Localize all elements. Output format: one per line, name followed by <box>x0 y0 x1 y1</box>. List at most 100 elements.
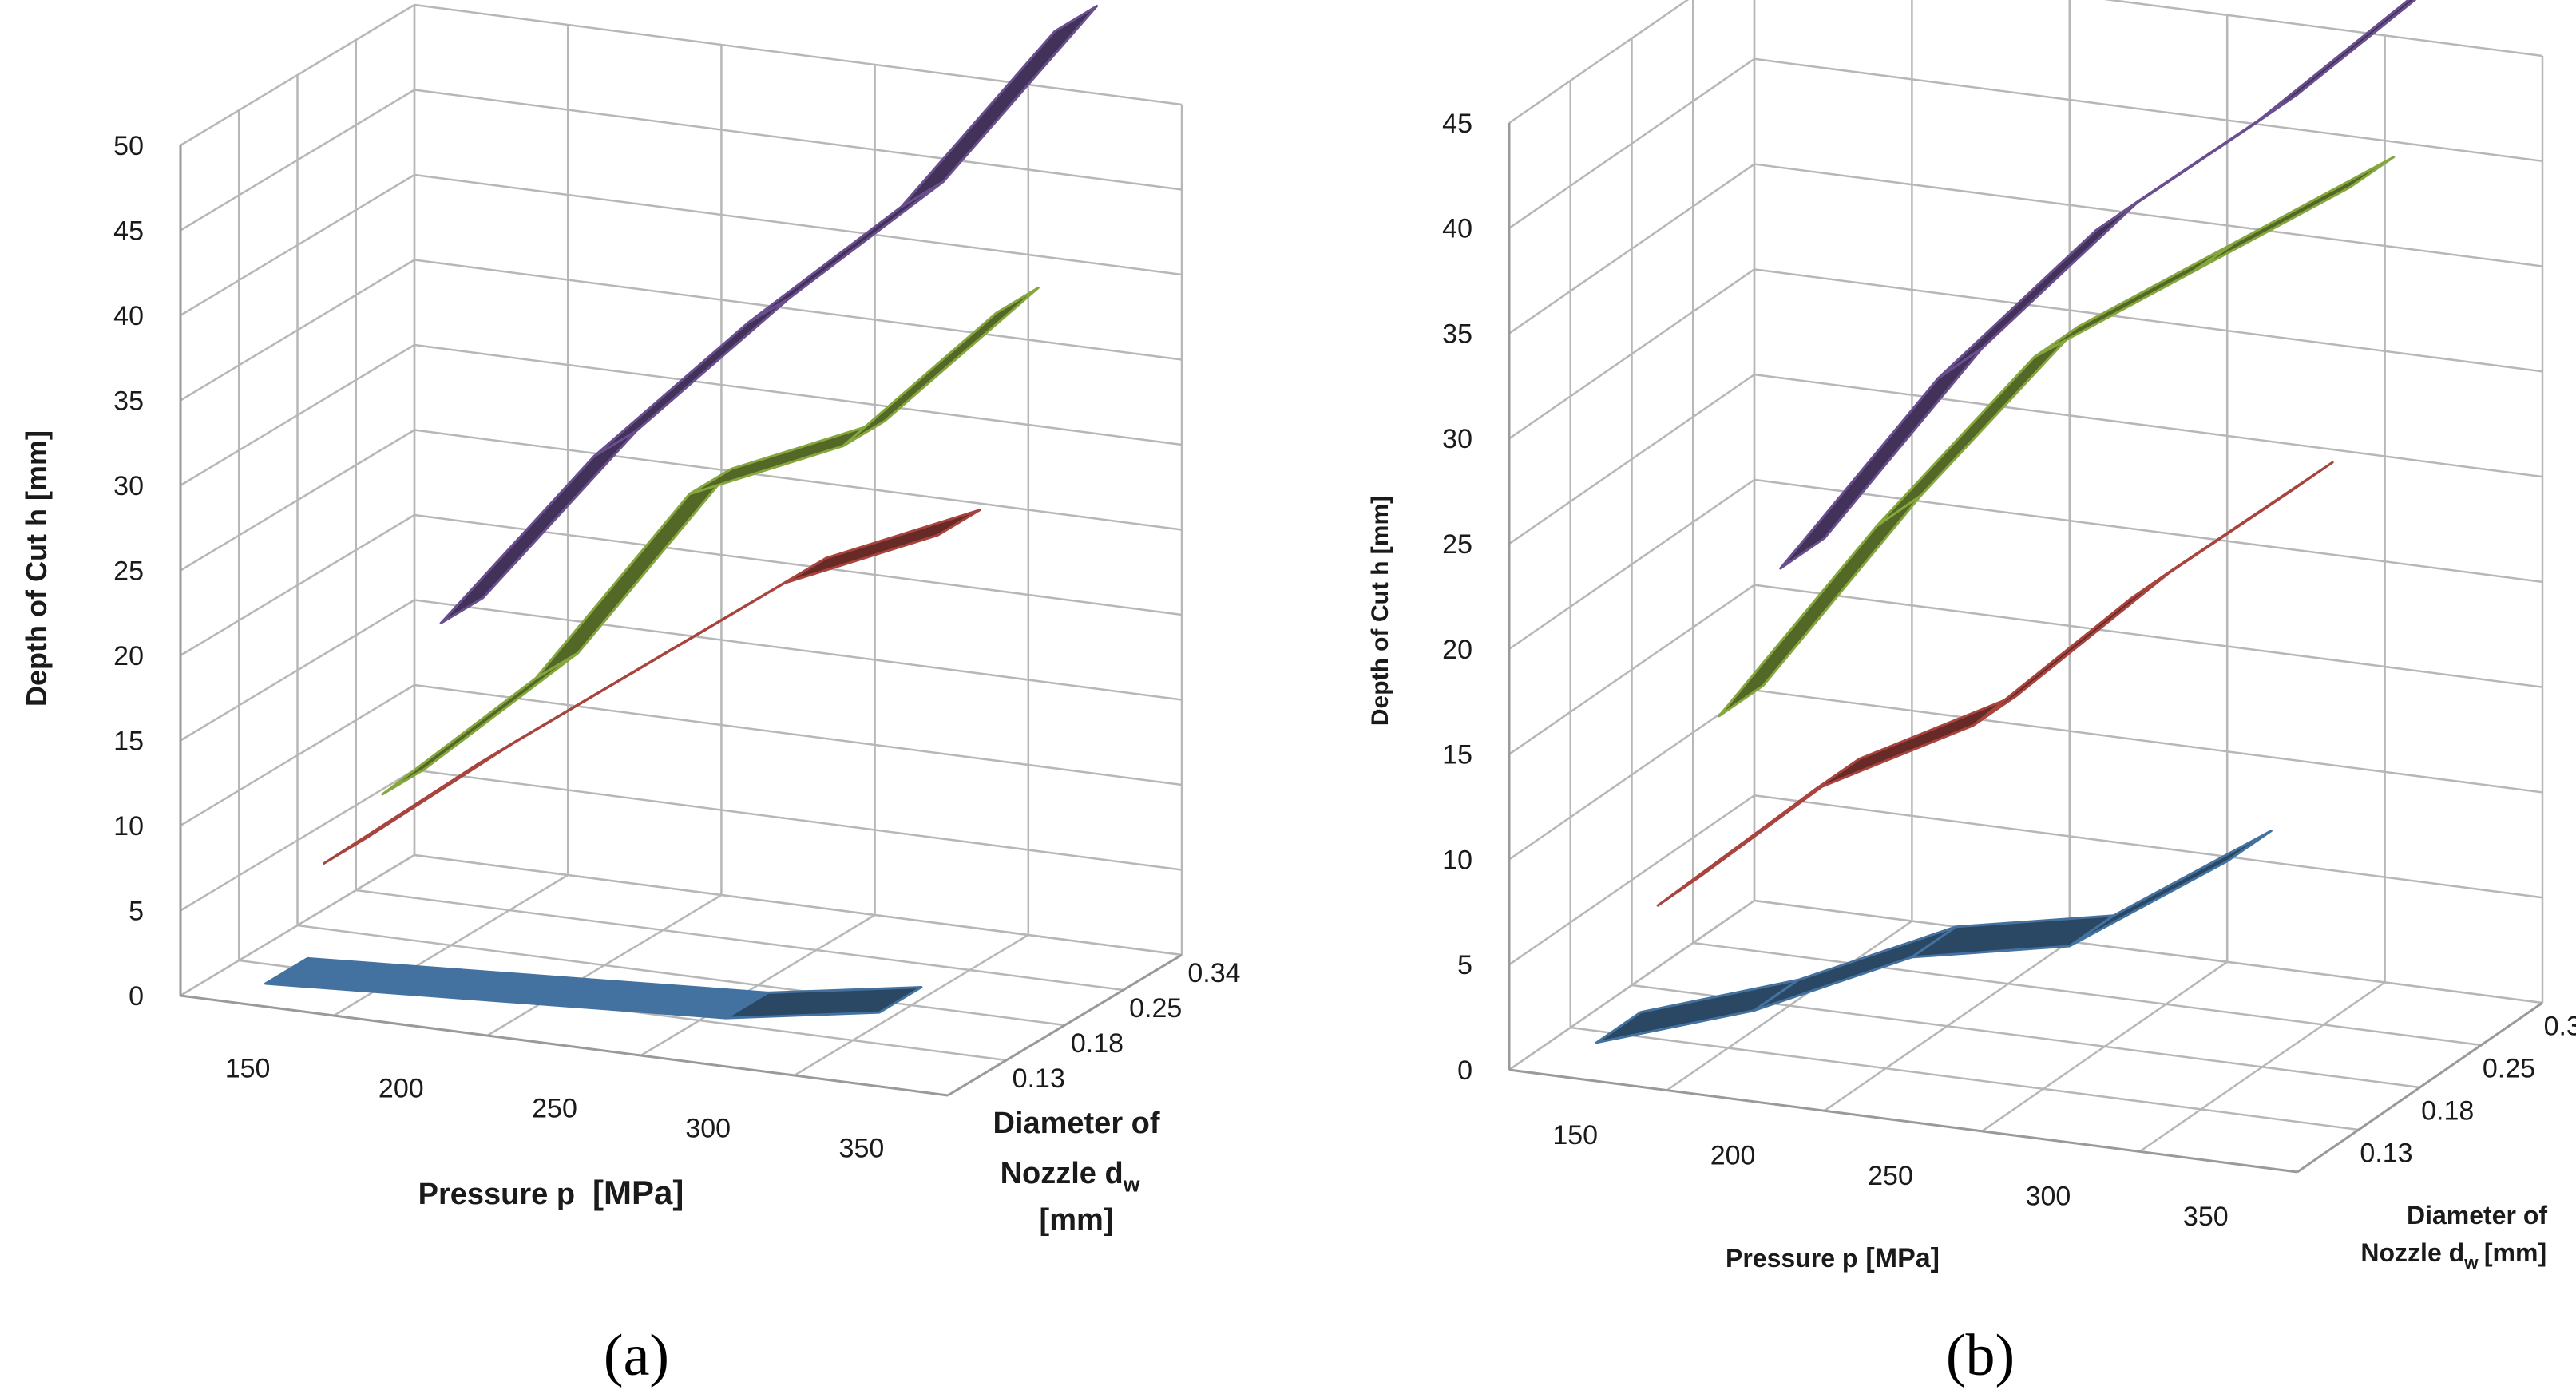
y-axis-title: Depth of Cut h [mm] <box>1367 496 1393 726</box>
z-axis-title-base: Nozzle d <box>1001 1157 1124 1190</box>
x-axis-title: Pressure p [MPa] <box>418 1174 684 1211</box>
back-wall-gridline <box>1754 794 2543 899</box>
x-axis-line <box>180 994 949 1097</box>
y-tick-label: 10 <box>1442 845 1472 875</box>
data-point-0.13-200 <box>1775 994 1777 996</box>
data-point-0.25-250 <box>2055 340 2058 343</box>
floor-gridline <box>1693 941 2482 1047</box>
x-axis-title-unit: [MPa] <box>1865 1243 1940 1273</box>
data-point-0.25-350 <box>2370 171 2373 174</box>
z-axis-title-unit: [mm] <box>2484 1238 2546 1267</box>
back-wall-gridline <box>1754 584 2543 688</box>
x-tick-label: 250 <box>1868 1161 1913 1191</box>
series-segment <box>592 296 791 457</box>
data-point-0.34-150 <box>461 609 463 612</box>
data-point-0.13-150 <box>1617 1026 1620 1029</box>
data-point-0.25-200 <box>1897 509 1900 513</box>
data-point-0.25-300 <box>2213 255 2216 259</box>
x-axis-line <box>1508 1068 2298 1174</box>
y-axis-title: Depth of Cut h [mm] <box>20 430 53 707</box>
data-point-0.18-250 <box>1994 709 1997 712</box>
data-point-0.13-350 <box>2248 845 2251 848</box>
series-0.13 <box>1595 830 2273 1044</box>
y-tick-label: 45 <box>113 216 144 246</box>
z-axis-title: Diameter of Nozzle dw [mm] <box>993 1107 1159 1237</box>
z-axis-line <box>947 953 1183 1097</box>
data-point-0.18-150 <box>1678 889 1682 892</box>
series-segment <box>724 986 923 1020</box>
data-point-0.18-150 <box>343 849 347 853</box>
data-point-0.13-200 <box>438 981 442 984</box>
series-segment <box>2252 0 2417 126</box>
panel-label: (b) <box>1946 1323 2015 1388</box>
series-segment <box>688 419 886 496</box>
data-point-0.13-350 <box>899 998 902 1001</box>
data-point-0.34-250 <box>2116 214 2119 217</box>
data-point-0.34-250 <box>767 309 771 312</box>
back-wall-gridline <box>1754 689 2543 794</box>
back-wall-gridline <box>414 683 1183 786</box>
z-axis-line <box>2297 1001 2543 1174</box>
series-segment <box>900 5 1099 208</box>
back-wall-gridline <box>1754 478 2543 584</box>
z-tick-label: 0.25 <box>2483 1054 2535 1084</box>
x-tick-label: 150 <box>1552 1120 1598 1150</box>
data-point-0.18-200 <box>497 750 500 754</box>
data-point-0.34-300 <box>2274 108 2277 111</box>
series-0.18 <box>1656 461 2334 907</box>
y-tick-label: 40 <box>1442 214 1472 244</box>
z-axis-title-main: Diameter of <box>2407 1201 2547 1230</box>
data-point-0.13-300 <box>2090 929 2093 933</box>
back-wall-gridline <box>414 259 1183 361</box>
series-segment <box>842 286 1040 448</box>
data-point-0.18-350 <box>957 521 961 524</box>
data-point-0.18-350 <box>2308 476 2312 479</box>
series-segment <box>1753 925 1957 1012</box>
z-tick-label: 0.25 <box>1129 993 1182 1024</box>
data-point-0.25-200 <box>555 664 558 667</box>
back-wall-gridline <box>414 769 1183 871</box>
z-axis-title-sub: w <box>1123 1173 1140 1197</box>
y-tick-label: 5 <box>129 896 144 926</box>
z-axis-title-sub: w <box>2463 1253 2479 1273</box>
z-tick-label: 0.18 <box>1071 1028 1124 1059</box>
back-wall-gridline <box>1754 57 2543 163</box>
z-axis-title-line: [mm] <box>2484 1238 2546 1267</box>
series-0.34 <box>1779 0 2417 570</box>
chart-panel-a: 051015202530354045501502002503003500.130… <box>20 3 1241 1388</box>
data-point-0.34-150 <box>1801 552 1804 555</box>
data-point-0.25-350 <box>1016 299 1019 302</box>
data-point-0.25-150 <box>1740 699 1743 703</box>
back-wall-gridline <box>414 343 1183 446</box>
y-tick-label: 20 <box>113 641 144 671</box>
y-tick-label: 45 <box>1442 109 1472 139</box>
back-wall-gridline <box>414 429 1183 531</box>
y-tick-label: 0 <box>129 981 144 1012</box>
series-0.25 <box>1718 156 2396 718</box>
x-axis-title-name: Pressure p <box>418 1178 575 1211</box>
z-axis-title-line: Nozzle dw <box>2360 1238 2479 1273</box>
series-0.34 <box>439 5 1099 624</box>
z-tick-label: 0.34 <box>1187 958 1240 988</box>
back-wall-gridline <box>2103 0 2543 57</box>
y-tick-label: 40 <box>113 301 144 331</box>
x-tick-label: 300 <box>2026 1182 2071 1212</box>
floor-gridline <box>1570 1026 2359 1131</box>
panel-label: (a) <box>604 1323 669 1388</box>
data-point-0.13-250 <box>592 992 595 996</box>
x-tick-label: 250 <box>532 1094 577 1124</box>
y-tick-label: 15 <box>1442 740 1472 770</box>
y-tick-label: 5 <box>1457 950 1472 980</box>
z-axis-title-line: [mm] <box>1040 1203 1114 1237</box>
floor-gridline <box>355 889 1124 992</box>
series-segment <box>747 180 945 324</box>
y-tick-label: 0 <box>1457 1055 1472 1086</box>
back-wall-gridline <box>1754 373 2543 478</box>
back-wall-gridline <box>414 173 1183 276</box>
back-wall-gridline <box>1754 163 2543 267</box>
data-point-0.13-300 <box>745 1004 748 1007</box>
x-axis-title-unit: [MPa] <box>592 1174 684 1211</box>
series-segment <box>1936 199 2142 380</box>
x-tick-label: 200 <box>378 1074 424 1104</box>
x-axis-title: Pressure p [MPa] <box>1726 1243 1940 1273</box>
